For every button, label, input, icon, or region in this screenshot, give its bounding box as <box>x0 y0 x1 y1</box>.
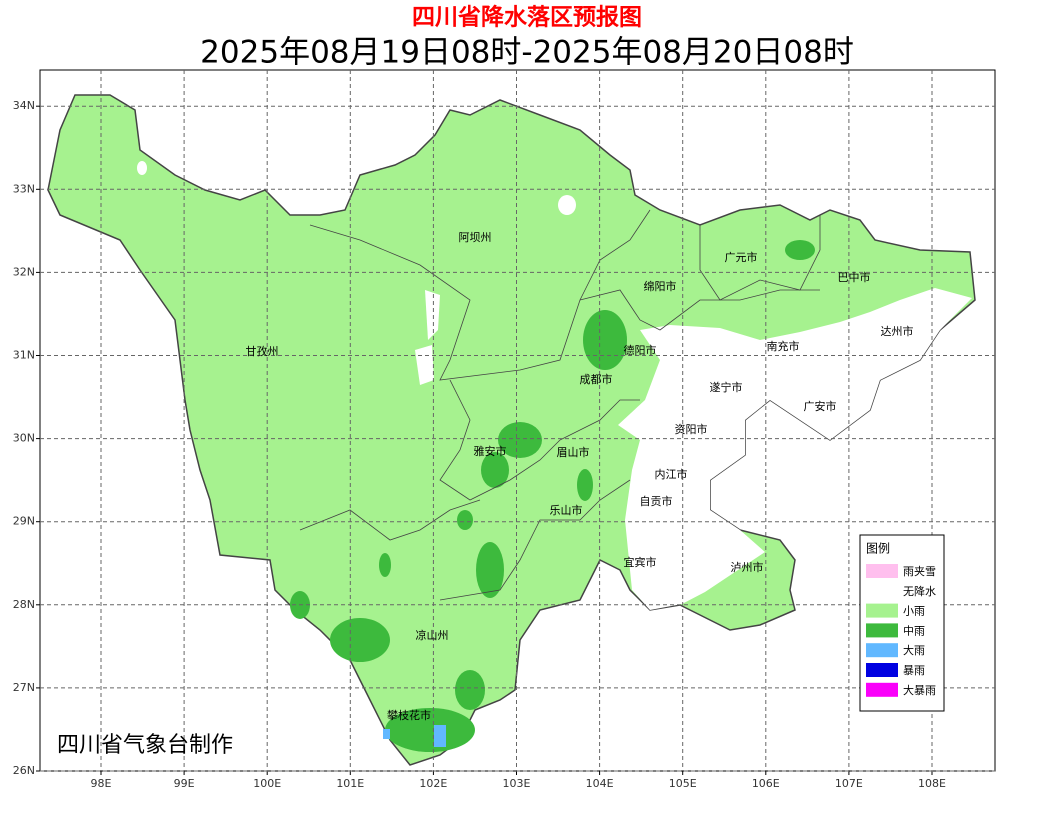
moderate-rain-area <box>385 708 475 752</box>
place-label: 攀枝花市 <box>387 708 431 722</box>
legend-swatch <box>866 663 898 677</box>
lat-tick-label: 26N <box>13 764 35 777</box>
lon-tick-label: 103E <box>503 777 531 790</box>
moderate-rain-area <box>481 452 509 488</box>
moderate-rain-area <box>379 553 391 577</box>
graticule: 98E 99E 100E 101E 102E 103E 104E 105E 106E 107E 10… <box>13 70 995 790</box>
legend-label: 大暴雨 <box>903 683 936 697</box>
credit: 四川省气象台制作 <box>57 733 233 758</box>
lon-tick-label: 104E <box>586 777 614 790</box>
place-label: 达州市 <box>881 324 914 338</box>
legend-label: 中雨 <box>903 624 925 637</box>
legend-label: 大雨 <box>903 643 925 657</box>
admin-borders <box>299 209 821 601</box>
legend-swatch <box>866 583 898 598</box>
place-label: 内江市 <box>655 467 688 481</box>
lon-tick-label: 105E <box>669 777 697 790</box>
place-label: 成都市 <box>580 372 613 386</box>
lon-tick-label: 106E <box>752 777 780 790</box>
moderate-rain-area <box>785 240 815 260</box>
place-label: 自贡市 <box>640 494 673 508</box>
lon-tick-label: 108E <box>918 777 946 790</box>
lon-tick-label: 99E <box>174 777 195 790</box>
lat-tick-label: 30N <box>13 432 35 445</box>
place-label: 广元市 <box>725 250 758 264</box>
lon-tick-label: 107E <box>835 777 863 790</box>
lon-tick-label: 100E <box>253 777 281 790</box>
place-label: 绵阳市 <box>644 279 677 293</box>
rain-regions <box>47 94 976 766</box>
legend-label: 无降水 <box>903 584 936 598</box>
no-rain-area <box>137 161 147 175</box>
place-label: 德阳市 <box>624 343 657 357</box>
moderate-rain-area <box>455 670 485 710</box>
map-title: 四川省降水落区预报图 <box>412 5 642 31</box>
place-label: 广安市 <box>804 399 837 413</box>
legend-label: 雨夹雪 <box>903 565 936 578</box>
moderate-rain-area <box>330 618 390 662</box>
legend-swatch <box>866 564 898 578</box>
no-rain-area <box>558 195 576 215</box>
moderate-rain-area <box>476 542 504 598</box>
lon-tick-label: 101E <box>336 777 364 790</box>
lat-tick-label: 29N <box>13 515 35 528</box>
lon-tick-label: 98E <box>91 777 112 790</box>
no-rain-area <box>425 290 440 340</box>
place-label: 甘孜州 <box>246 344 279 358</box>
legend-swatch <box>866 623 898 638</box>
place-label: 宜宾市 <box>624 555 657 569</box>
place-label: 乐山市 <box>550 503 583 517</box>
place-label: 眉山市 <box>557 445 590 459</box>
lat-tick-label: 34N <box>13 99 35 112</box>
moderate-rain-area <box>457 510 473 530</box>
heavy-rain-area <box>434 725 446 747</box>
place-label: 遂宁市 <box>710 380 743 394</box>
place-label: 泸州市 <box>731 560 764 574</box>
heavy-rain-area <box>383 729 390 739</box>
place-label: 雅安市 <box>474 444 507 458</box>
legend-label: 小雨 <box>903 605 925 618</box>
legend-swatch <box>866 682 898 697</box>
place-label: 阿坝州 <box>459 230 492 244</box>
lat-tick-label: 33N <box>13 182 35 195</box>
legend-swatch <box>866 643 898 658</box>
no-rain-area <box>618 288 972 610</box>
place-label: 凉山州 <box>416 628 449 642</box>
lon-tick-label: 102E <box>419 777 447 790</box>
legend-swatch <box>866 603 898 618</box>
place-label: 资阳市 <box>675 422 708 436</box>
lat-tick-label: 27N <box>13 681 35 694</box>
lat-tick-label: 31N <box>13 349 35 362</box>
moderate-rain-area <box>498 422 542 458</box>
place-label: 巴中市 <box>838 270 871 284</box>
moderate-rain-area <box>577 469 593 501</box>
map-subtitle: 2025年08月19日08时-2025年08月20日08时 <box>200 35 854 71</box>
legend-label: 暴雨 <box>903 664 925 677</box>
moderate-rain-area <box>583 310 627 370</box>
lat-tick-label: 28N <box>13 598 35 611</box>
lat-tick-label: 32N <box>13 265 35 278</box>
place-label: 南充市 <box>767 339 800 353</box>
legend-title: 图例 <box>866 542 890 556</box>
